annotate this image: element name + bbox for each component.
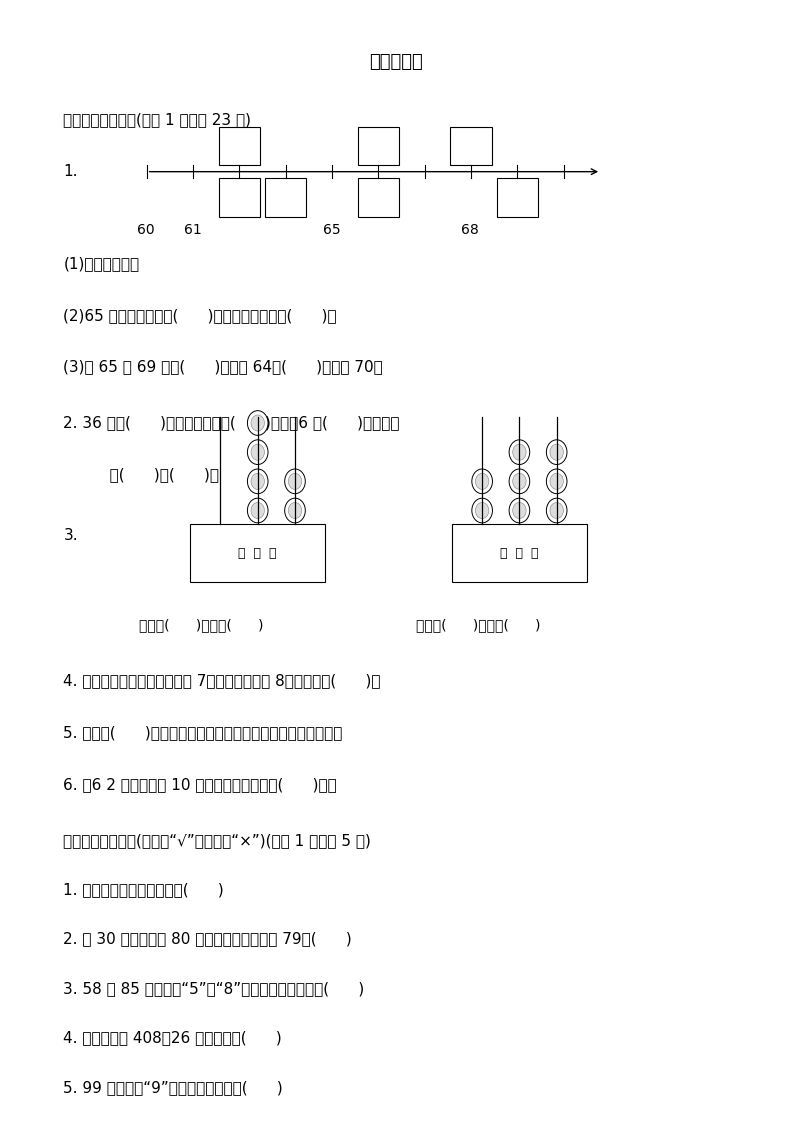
Ellipse shape [509,440,530,465]
Ellipse shape [251,503,264,518]
Text: 61: 61 [183,223,201,237]
Ellipse shape [546,469,567,494]
Ellipse shape [476,473,488,489]
Bar [452,524,587,582]
Ellipse shape [546,498,567,523]
Text: 示(      )个(      )。: 示( )个( )。 [95,467,219,482]
Text: 百  十  个: 百 十 个 [500,546,538,560]
Text: 6. 有6 2 颗糖果，每 10 颗装一袋，可以装满(      )袋。: 6. 有6 2 颗糖果，每 10 颗装一袋，可以装满( )袋。 [63,776,337,792]
Text: 2. 比 30 多得多，比 80 少一些的数，一定是 79。(      ): 2. 比 30 多得多，比 80 少一些的数，一定是 79。( ) [63,931,352,947]
Bar [265,178,306,217]
Text: 期中检测卷: 期中检测卷 [370,53,423,71]
Ellipse shape [247,411,268,435]
Text: 2. 36 中的(      )在十位上，表示(      )个十，6 在(      )位上，表: 2. 36 中的( )在十位上，表示( )个十，6 在( )位上，表 [63,415,400,431]
Text: 65: 65 [323,223,340,237]
Text: 写作：(      )读作：(      ): 写作：( )读作：( ) [139,618,263,632]
Text: 5. 99 中的两个“9”表示的意义一样。(      ): 5. 99 中的两个“9”表示的意义一样。( ) [63,1079,283,1095]
Text: (1)按顺序填数。: (1)按顺序填数。 [63,256,140,272]
Ellipse shape [513,473,526,489]
Ellipse shape [513,444,526,460]
Ellipse shape [289,473,301,489]
Bar [358,127,399,165]
Text: 二、智慧辨一辨。(对的画“√”，错的画“×”)(每题 1 分，共 5 分): 二、智慧辨一辨。(对的画“√”，错的画“×”)(每题 1 分，共 5 分) [63,833,371,848]
Ellipse shape [476,503,488,518]
Text: 百  十  个: 百 十 个 [239,546,277,560]
Ellipse shape [550,503,563,518]
Ellipse shape [550,444,563,460]
Text: 1. 读数和写数都从高位起。(      ): 1. 读数和写数都从高位起。( ) [63,882,224,898]
Ellipse shape [546,440,567,465]
Text: (3)在 65 和 69 中，(      )更接近 64，(      )更接近 70。: (3)在 65 和 69 中，( )更接近 64，( )更接近 70。 [63,359,383,375]
Ellipse shape [472,498,492,523]
Text: 4. 一个两位数，十位上的数是 7，个位上的数是 8，这个数是(      )。: 4. 一个两位数，十位上的数是 7，个位上的数是 8，这个数是( )。 [63,673,381,689]
Ellipse shape [247,440,268,465]
Ellipse shape [247,498,268,523]
Bar [450,127,492,165]
Ellipse shape [251,415,264,431]
Ellipse shape [513,503,526,518]
Text: 3.: 3. [63,527,78,543]
Ellipse shape [285,498,305,523]
Text: (2)65 前面的一个数是(      )，后面的一个数是(      )。: (2)65 前面的一个数是( )，后面的一个数是( )。 [63,307,337,323]
Ellipse shape [251,444,264,460]
Text: 4. 四十八写作 408，26 读作二六。(      ): 4. 四十八写作 408，26 读作二六。( ) [63,1030,282,1046]
Text: 写作：(      )读作：(      ): 写作：( )读作：( ) [416,618,541,632]
Bar [219,178,260,217]
Text: 一、认真填一填。(每空 1 分，共 23 分): 一、认真填一填。(每空 1 分，共 23 分) [63,112,251,128]
Text: 60: 60 [137,223,155,237]
Ellipse shape [247,469,268,494]
Ellipse shape [289,503,301,518]
Bar [190,524,325,582]
Text: 68: 68 [462,223,479,237]
Ellipse shape [550,473,563,489]
Ellipse shape [509,498,530,523]
Ellipse shape [509,469,530,494]
Text: 5. 至少用(      )个完全相同的小正方形可以拼成一个大正方形。: 5. 至少用( )个完全相同的小正方形可以拼成一个大正方形。 [63,725,343,741]
Bar [358,178,399,217]
Ellipse shape [251,473,264,489]
Ellipse shape [285,469,305,494]
Text: 1.: 1. [63,164,78,180]
Ellipse shape [472,469,492,494]
Bar [219,127,260,165]
Bar [496,178,538,217]
Text: 3. 58 和 85 都有数字“5”和“8”，所以它们一样大。(      ): 3. 58 和 85 都有数字“5”和“8”，所以它们一样大。( ) [63,981,365,996]
